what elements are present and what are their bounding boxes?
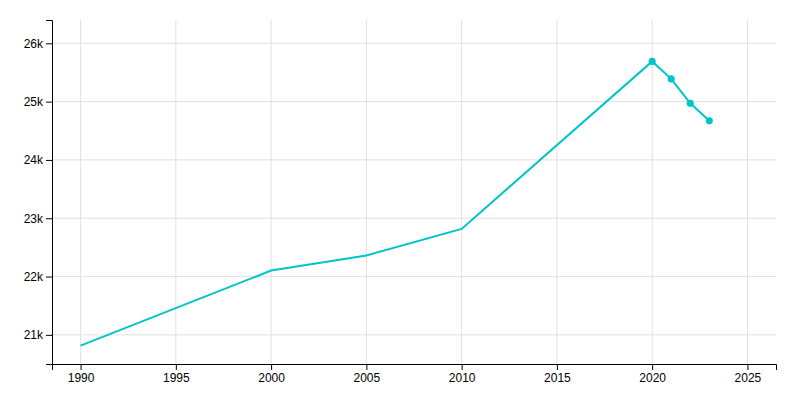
tick-mark — [271, 364, 272, 370]
marker — [687, 100, 694, 107]
tick-mark — [46, 43, 52, 44]
grid-line — [52, 159, 776, 160]
grid-line — [175, 20, 176, 364]
plot: 1990 1995 2000 2005 2010 2015 2020 2025 21k 22k 23… — [24, 20, 777, 385]
tick-mark — [747, 364, 748, 370]
tick: 2010 — [449, 364, 476, 385]
tick: 23k — [24, 212, 52, 226]
tick-mark — [46, 102, 52, 103]
tick: 1990 — [68, 364, 95, 385]
tick-label: 23k — [24, 212, 44, 226]
tick-label: 22k — [24, 270, 44, 284]
tick-label: 2020 — [639, 371, 666, 385]
tick-mark — [366, 364, 367, 370]
tick-label: 2000 — [258, 371, 285, 385]
grid-line — [366, 20, 367, 364]
tick: 26k — [24, 37, 52, 51]
tick: 2025 — [735, 364, 762, 385]
tick-label: 2025 — [735, 371, 762, 385]
grid-line — [52, 101, 776, 102]
grid-line — [556, 20, 557, 364]
grid-line — [52, 218, 776, 219]
marker — [668, 75, 675, 82]
grid-line — [461, 20, 462, 364]
marker — [649, 58, 656, 65]
marker — [706, 117, 713, 124]
tick-mark — [557, 364, 558, 370]
tick: 25k — [24, 95, 52, 109]
tick-mark — [46, 160, 52, 161]
tick: 2000 — [258, 364, 285, 385]
tick: 21k — [24, 328, 52, 342]
tick-mark — [462, 364, 463, 370]
tick-mark — [176, 364, 177, 370]
tick-mark — [46, 335, 52, 336]
grid-line — [80, 20, 81, 364]
tick: 1995 — [163, 364, 190, 385]
grid-line — [52, 276, 776, 277]
tick: 24k — [24, 153, 52, 167]
chart: 1990 1995 2000 2005 2010 2015 2020 2025 21k 22k 23… — [0, 0, 800, 400]
tick-mark — [46, 218, 52, 219]
grid-line — [52, 43, 776, 44]
tick-label: 21k — [24, 328, 44, 342]
tick: 22k — [24, 270, 52, 284]
tick: 2015 — [544, 364, 571, 385]
tick: 2020 — [639, 364, 666, 385]
tick-mark — [81, 364, 82, 370]
tick-label: 2015 — [544, 371, 571, 385]
marks — [81, 58, 713, 346]
tick-label: 25k — [24, 95, 44, 109]
grid-line — [747, 20, 748, 364]
tick-label: 2010 — [449, 371, 476, 385]
tick-mark — [46, 277, 52, 278]
grid-line — [271, 20, 272, 364]
tick-label: 26k — [24, 37, 44, 51]
y-axis: 21k 22k 23k 24k 25k 26k — [24, 21, 53, 365]
axis-line — [46, 21, 53, 365]
grid-line — [52, 334, 776, 335]
grid — [52, 20, 776, 364]
tick-label: 24k — [24, 153, 44, 167]
grid-line — [652, 20, 653, 364]
tick-label: 1990 — [68, 371, 95, 385]
tick-mark — [652, 364, 653, 370]
line — [81, 61, 710, 345]
axis-line — [53, 365, 777, 371]
tick-label: 1995 — [163, 371, 190, 385]
tick: 2005 — [354, 364, 381, 385]
x-axis: 1990 1995 2000 2005 2010 2015 2020 2025 — [53, 364, 777, 385]
tick-label: 2005 — [354, 371, 381, 385]
